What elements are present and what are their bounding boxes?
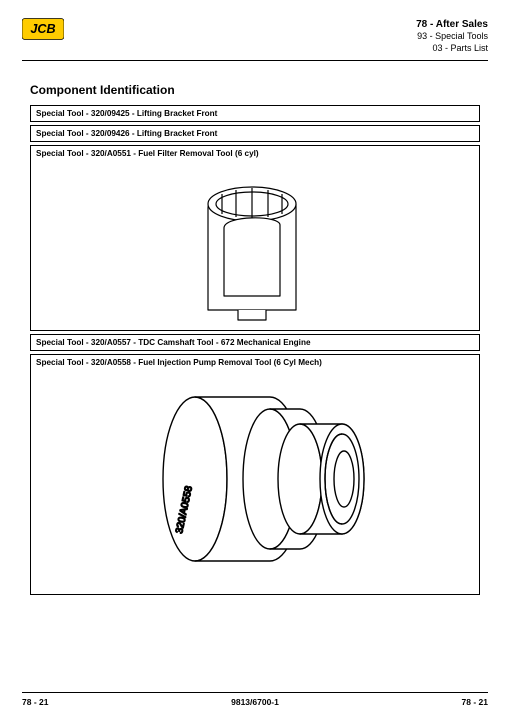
section-number: 78 <box>416 19 427 30</box>
page-header: JCB 78 - After Sales 93 - Special Tools … <box>22 18 488 58</box>
tool-label: Special Tool - 320/09425 - Lifting Brack… <box>36 109 217 118</box>
tool-row: Special Tool - 320/A0557 - TDC Camshaft … <box>30 334 480 351</box>
tool-label: Special Tool - 320/A0551 - Fuel Filter R… <box>36 149 474 158</box>
section-title: After Sales <box>436 19 488 30</box>
tool-row-with-image: Special Tool - 320/A0551 - Fuel Filter R… <box>30 145 480 331</box>
tool-label: Special Tool - 320/A0557 - TDC Camshaft … <box>36 338 311 347</box>
footer-rule <box>22 692 488 693</box>
tool-row: Special Tool - 320/09425 - Lifting Brack… <box>30 105 480 122</box>
footer-left: 78 - 21 <box>22 697 48 707</box>
tool-image <box>36 160 474 330</box>
tool-label: Special Tool - 320/09426 - Lifting Brack… <box>36 129 217 138</box>
tool-row: Special Tool - 320/09426 - Lifting Brack… <box>30 125 480 142</box>
page-footer: 78 - 21 9813/6700-1 78 - 21 <box>22 697 488 707</box>
sub2-number: 03 <box>432 43 442 53</box>
header-rule <box>22 60 488 61</box>
sub2-title: Parts List <box>450 43 488 53</box>
sub1-number: 93 <box>417 31 427 41</box>
tool-image: 320/A0558 <box>36 369 474 594</box>
logo: JCB <box>22 18 64 45</box>
sub1-title: Special Tools <box>435 31 488 41</box>
svg-text:JCB: JCB <box>30 22 55 36</box>
footer-right: 78 - 21 <box>462 697 488 707</box>
page-title: Component Identification <box>30 83 488 97</box>
tool-label: Special Tool - 320/A0558 - Fuel Injectio… <box>36 358 474 367</box>
header-breadcrumb: 78 - After Sales 93 - Special Tools 03 -… <box>416 18 488 54</box>
tool-row-with-image: Special Tool - 320/A0558 - Fuel Injectio… <box>30 354 480 595</box>
footer-center: 9813/6700-1 <box>231 697 279 707</box>
